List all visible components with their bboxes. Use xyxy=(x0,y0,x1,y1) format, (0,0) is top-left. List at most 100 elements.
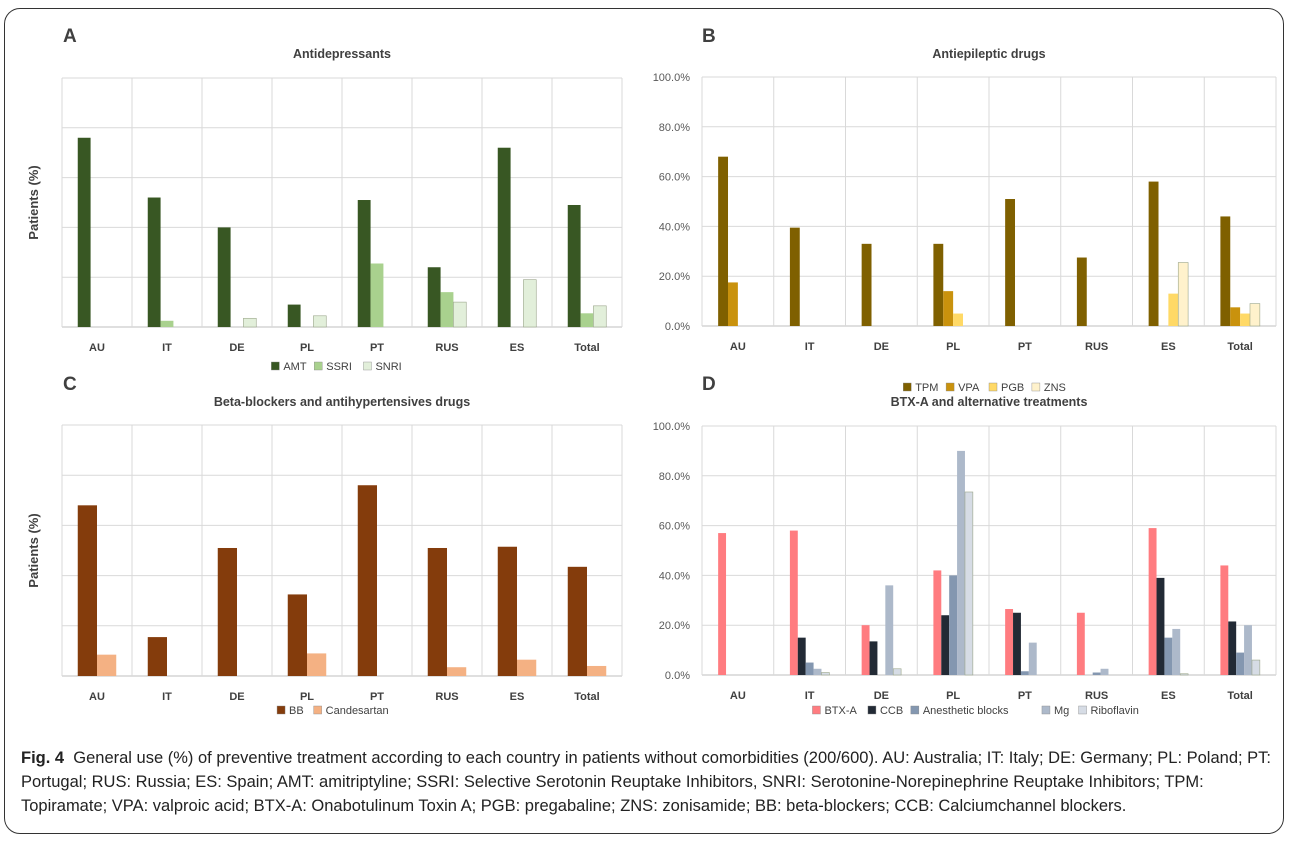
panel-d-bar-ccb-es xyxy=(1156,577,1165,675)
panel-d-bar-anesthetic-blocks-rus xyxy=(1092,672,1101,675)
panel-b-letter: B xyxy=(702,26,716,47)
panel-b-bar-pgb-pl xyxy=(953,313,963,326)
panel-a-bar-ssri-pt xyxy=(370,263,384,327)
panel-b-legend-swatch-zns xyxy=(1031,382,1041,392)
panel-a-x-tick-label: Total xyxy=(574,342,599,354)
panel-d-bar-riboflavin-es xyxy=(1179,673,1189,676)
panel-d-legend-swatch-mg xyxy=(1041,705,1051,715)
panel-b-x-tick-label: DE xyxy=(874,341,889,353)
panel-a-bar-amt-de xyxy=(217,227,231,327)
panel-a-bar-ssri-total xyxy=(580,313,594,327)
panel-b-bar-vpa-au xyxy=(728,282,738,326)
panel-b-bar-tpm-rus xyxy=(1076,257,1087,326)
panel-d-bar-btx-a-pl xyxy=(933,570,942,675)
panel-a-letter: A xyxy=(63,26,77,47)
panel-c-title: Beta-blockers and antihypertensives drug… xyxy=(214,395,470,409)
panel-d-title: BTX-A and alternative treatments xyxy=(891,395,1088,409)
panel-d-bar-mg-it xyxy=(813,668,822,675)
panel-b-bar-zns-total xyxy=(1249,303,1261,327)
panel-c-x-tick-label: RUS xyxy=(435,691,458,703)
panel-c-x-tick-label: AU xyxy=(89,691,105,703)
panel-d-bar-mg-de xyxy=(885,585,894,675)
panel-d-bar-anesthetic-blocks-pl xyxy=(949,575,958,675)
panel-d-y-tick-label: 80.0% xyxy=(659,471,690,483)
panel-b-bar-tpm-it xyxy=(789,227,800,326)
panel-b-title: Antiepileptic drugs xyxy=(932,47,1045,61)
panel-d-legend-label-riboflavin: Riboflavin xyxy=(1091,705,1139,717)
panel-d-bar-btx-a-rus xyxy=(1076,612,1085,675)
panel-c-letter: C xyxy=(63,374,77,395)
panel-a-legend-label-amt: AMT xyxy=(283,361,307,373)
panel-d-legend-label-anesthetic-blocks: Anesthetic blocks xyxy=(923,705,1009,717)
panel-d-legend-label-ccb: CCB xyxy=(880,705,903,717)
panel-c-bar-candesartan-au xyxy=(97,654,117,676)
panel-a-title: Antidepressants xyxy=(293,47,391,61)
panel-d-y-tick-label: 0.0% xyxy=(665,670,690,682)
panel-c-bar-bb-au xyxy=(77,505,97,676)
panel-a-bar-snri-de xyxy=(243,317,257,328)
panel-c-bar-bb-rus xyxy=(427,547,447,676)
panel-b-bar-tpm-es xyxy=(1148,181,1159,326)
caption-text: General use (%) of preventive treatment … xyxy=(21,749,1272,815)
panel-d-legend-swatch-riboflavin xyxy=(1078,705,1087,715)
panel-b-bar-pgb-total xyxy=(1240,313,1250,326)
panel-b-legend-swatch-tpm xyxy=(903,382,912,392)
panel-b-x-tick-label: AU xyxy=(730,341,746,353)
panel-c-legend-label-bb: BB xyxy=(289,705,304,717)
panel-b-y-tick-label: 0.0% xyxy=(665,321,690,333)
panel-b-bar-tpm-pl xyxy=(933,243,944,326)
panel-c-bar-bb-pl xyxy=(287,594,307,676)
panel-c-bar-candesartan-total xyxy=(587,665,607,676)
panel-c-x-tick-label: PL xyxy=(300,691,314,703)
panel-d-bar-btx-a-de xyxy=(861,625,870,675)
panel-d-bar-mg-pl xyxy=(957,450,965,675)
panel-a-legend-label-snri: SNRI xyxy=(375,361,401,373)
panel-d-y-tick-label: 60.0% xyxy=(659,521,690,533)
panel-c-x-tick-label: IT xyxy=(162,691,172,703)
panel-c-bar-candesartan-es xyxy=(517,659,537,676)
panel-b-legend-label-tpm: TPM xyxy=(915,382,938,394)
panel-c-legend-swatch-bb xyxy=(276,705,286,715)
panel-d-bar-mg-pt xyxy=(1028,642,1037,675)
panel-b-x-tick-label: ES xyxy=(1161,341,1176,353)
panel-d-x-tick-label: PT xyxy=(1018,690,1032,702)
panel-a-bar-amt-rus xyxy=(427,267,441,327)
panel-c-bar-candesartan-rus xyxy=(447,667,467,676)
panel-d-bar-ccb-de xyxy=(869,641,878,675)
panel-d-bar-mg-total xyxy=(1244,625,1252,675)
panel-d-bar-riboflavin-total xyxy=(1251,659,1261,676)
panel-d-y-tick-label: 40.0% xyxy=(659,570,690,582)
panel-a-y-axis-label: Patients (%) xyxy=(26,165,41,239)
panel-a-bar-amt-total xyxy=(567,204,581,327)
panel-d-bar-anesthetic-blocks-it xyxy=(805,662,814,675)
panel-b-bar-tpm-total xyxy=(1220,216,1231,326)
panel-b-bar-tpm-pt xyxy=(1005,199,1016,326)
panel-a-x-tick-label: ES xyxy=(510,342,525,354)
panel-d-bar-btx-a-au xyxy=(718,533,727,675)
panel-a-bar-amt-pt xyxy=(357,200,371,327)
panel-b-bar-vpa-total xyxy=(1230,307,1241,326)
panel-c-bar-bb-pt xyxy=(357,485,377,676)
panel-c-x-tick-label: DE xyxy=(229,691,244,703)
panel-d-bar-btx-a-pt xyxy=(1005,609,1014,675)
figure-panel: AU IT DE PL PT RUS ES Total A Antidepressants Pati… xyxy=(4,8,1284,834)
panel-b-bar-tpm-de xyxy=(861,243,872,326)
panel-b-legend-swatch-pgb xyxy=(988,382,998,392)
panel-d-bar-ccb-it xyxy=(797,637,806,675)
panel-c-legend-label-candesartan: Candesartan xyxy=(326,705,389,717)
panel-d-legend-swatch-btx-a xyxy=(812,705,821,715)
caption-label: Fig. 4 xyxy=(21,749,65,767)
panel-c-x-tick-label: ES xyxy=(510,691,525,703)
panel-c-bar-candesartan-pl xyxy=(307,653,327,676)
panel-a-x-tick-label: IT xyxy=(162,342,172,354)
panel-b-legend-label-pgb: PGB xyxy=(1001,382,1024,394)
panel-a-legend-swatch-ssri xyxy=(314,361,323,371)
panel-d-bar-riboflavin-it xyxy=(821,672,830,676)
panel-b-x-tick-label: IT xyxy=(805,341,815,353)
panel-a-bar-amt-au xyxy=(77,137,91,327)
panel-b-bar-zns-es xyxy=(1177,262,1189,327)
panel-a-x-tick-label: RUS xyxy=(435,342,458,354)
panel-d-x-tick-label: Total xyxy=(1227,690,1252,702)
panel-d-x-tick-label: RUS xyxy=(1085,690,1108,702)
panel-b-legend-label-zns: ZNS xyxy=(1044,382,1066,394)
